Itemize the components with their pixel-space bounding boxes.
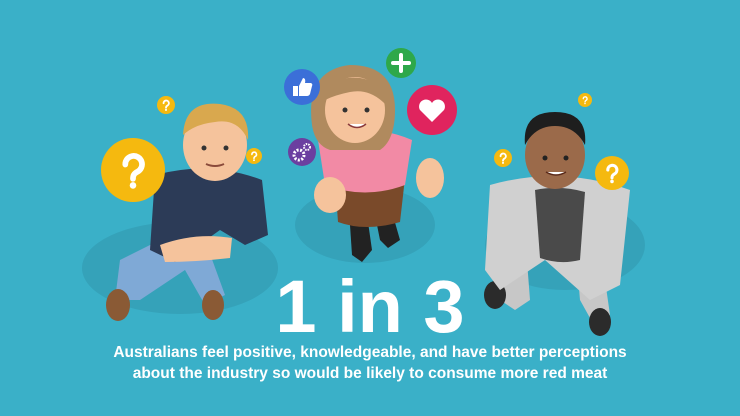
person-left (106, 103, 268, 321)
question-icon (595, 156, 629, 190)
settings-icon (288, 138, 316, 166)
plus-icon (386, 48, 416, 78)
headline: 1 in 3 (275, 265, 464, 348)
person-center (311, 65, 444, 262)
caption-line: about the industry so would be likely to… (133, 365, 608, 382)
like-icon (284, 69, 320, 105)
question-icon (101, 138, 165, 202)
heart-icon (407, 85, 457, 135)
question-icon (246, 148, 262, 164)
person-right (484, 112, 630, 336)
question-icon (578, 93, 592, 107)
question-icon (157, 96, 175, 114)
caption-line: Australians feel positive, knowledgeable… (113, 344, 626, 361)
question-icon (494, 149, 512, 167)
